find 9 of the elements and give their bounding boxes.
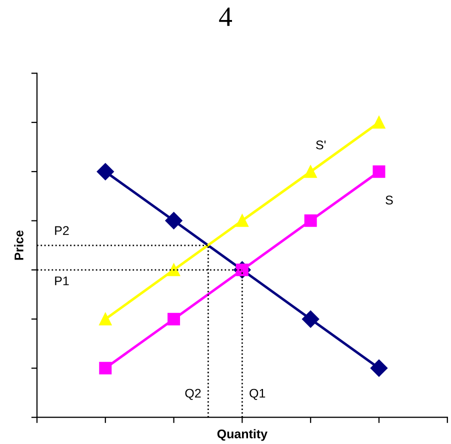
ref-line-label: P1	[55, 276, 69, 286]
ref-line-label: P2	[55, 226, 69, 235]
y-axis-title: Price	[14, 230, 24, 260]
annotation: Q1	[250, 388, 266, 400]
annotation: Q2	[185, 388, 201, 400]
series-label: S	[386, 196, 393, 205]
series-label: S'	[316, 140, 326, 150]
chart-title: 4	[219, 8, 232, 26]
x-axis-title: Quantity	[217, 429, 268, 441]
